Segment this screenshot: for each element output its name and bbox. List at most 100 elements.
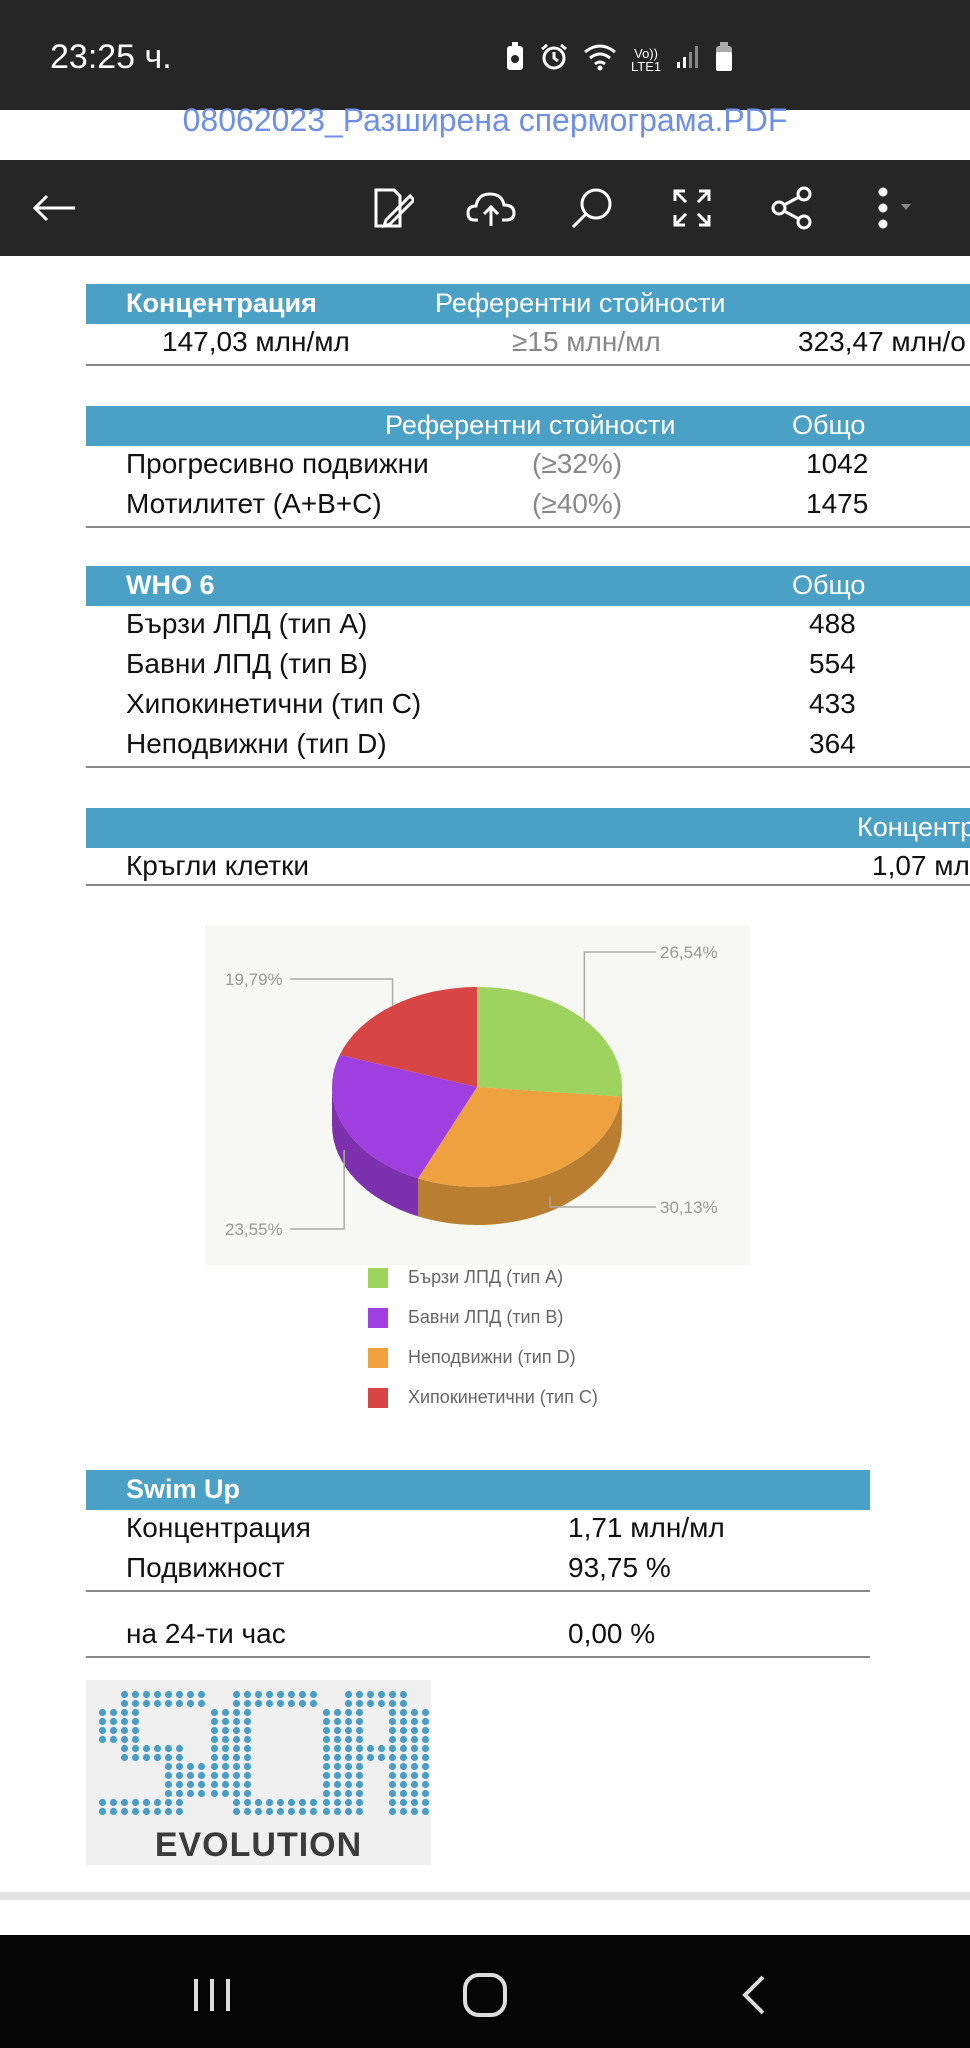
logo-dot	[164, 1780, 173, 1789]
logo-dot	[322, 1771, 331, 1780]
logo-dot	[344, 1744, 353, 1753]
logo-dot	[131, 1744, 140, 1753]
logo-dot	[109, 1717, 118, 1726]
share-icon[interactable]	[762, 178, 822, 238]
pie-chart-svg: 26,54% 30,13% 23,55% 19,79%	[225, 943, 718, 1239]
concentration-total: 323,47 млн/о	[798, 326, 966, 357]
row-value: 93,75 %	[568, 1552, 671, 1583]
row-total: 364	[809, 728, 856, 759]
logo-dot	[410, 1789, 419, 1798]
concentration-row: 147,03 млн/мл ≥15 млн/мл 323,47 млн/о	[86, 324, 970, 364]
home-icon[interactable]	[455, 1965, 515, 2025]
logo-dot	[399, 1735, 408, 1744]
reference-header-label: Референтни стойности	[385, 410, 676, 440]
cloud-upload-icon[interactable]	[461, 178, 521, 238]
logo-dot	[120, 1753, 129, 1762]
logo-dot	[344, 1690, 353, 1699]
sca-dot-letters	[98, 1690, 430, 1816]
logo-dot	[142, 1807, 151, 1816]
logo-dot	[210, 1780, 219, 1789]
logo-dot	[210, 1762, 219, 1771]
pie-data-label: 19,79%	[225, 970, 283, 989]
logo-dot	[254, 1798, 263, 1807]
page-separator	[0, 1892, 970, 1900]
logo-dot	[186, 1690, 195, 1699]
logo-dot	[210, 1726, 219, 1735]
logo-dot	[243, 1717, 252, 1726]
table-row: на 24-ти час 0,00 %	[86, 1616, 870, 1656]
logo-dot	[243, 1690, 252, 1699]
table-row: Бавни ЛПД (тип В) 554	[86, 646, 970, 686]
logo-dot	[276, 1690, 285, 1699]
logo-dot	[333, 1717, 342, 1726]
divider	[86, 526, 970, 528]
motility-header: Референтни стойности Общо	[86, 406, 970, 446]
logo-dot	[410, 1726, 419, 1735]
pie-slice	[331, 1054, 477, 1179]
logo-dot	[366, 1744, 375, 1753]
logo-dot	[142, 1699, 151, 1708]
logo-dot	[120, 1726, 129, 1735]
more-icon[interactable]	[862, 178, 942, 238]
logo-dot	[344, 1789, 353, 1798]
logo-dot	[276, 1798, 285, 1807]
logo-dot	[333, 1753, 342, 1762]
logo-dot	[142, 1798, 151, 1807]
logo-dot	[388, 1753, 397, 1762]
logo-dot	[388, 1807, 397, 1816]
recent-apps-icon[interactable]	[182, 1965, 242, 2025]
logo-dot	[120, 1717, 129, 1726]
legend-swatch	[368, 1388, 388, 1408]
pie-slice	[477, 987, 622, 1097]
logo-dot	[175, 1753, 184, 1762]
logo-dot	[197, 1780, 206, 1789]
logo-dot	[421, 1744, 430, 1753]
logo-dot	[333, 1780, 342, 1789]
logo-dot	[243, 1771, 252, 1780]
divider	[86, 884, 970, 886]
fullscreen-icon[interactable]	[662, 178, 722, 238]
row-label: Бавни ЛПД (тип В)	[126, 648, 368, 679]
logo-dot	[333, 1798, 342, 1807]
back-icon[interactable]	[725, 1965, 785, 2025]
logo-dot	[410, 1735, 419, 1744]
row-reference: (≥32%)	[532, 448, 623, 479]
logo-dot	[232, 1771, 241, 1780]
logo-dot	[164, 1699, 173, 1708]
navigation-bar	[0, 1935, 970, 2048]
logo-dot	[410, 1798, 419, 1807]
row-reference: (≥40%)	[532, 488, 623, 519]
edit-icon[interactable]	[362, 178, 422, 238]
legend-swatch	[368, 1308, 388, 1328]
logo-dot	[421, 1762, 430, 1771]
logo-dot	[333, 1708, 342, 1717]
logo-dot	[186, 1789, 195, 1798]
pie-slice-side	[621, 1087, 622, 1135]
back-arrow-icon[interactable]	[24, 178, 84, 238]
logo-dot	[344, 1726, 353, 1735]
logo-dot	[175, 1780, 184, 1789]
logo-dot	[232, 1753, 241, 1762]
logo-dot	[388, 1717, 397, 1726]
logo-dot	[322, 1762, 331, 1771]
logo-dot	[197, 1789, 206, 1798]
logo-dot	[186, 1699, 195, 1708]
logo-dot	[287, 1690, 296, 1699]
logo-dot	[120, 1744, 129, 1753]
logo-dot	[243, 1762, 252, 1771]
divider	[86, 364, 970, 366]
logo-dot	[399, 1780, 408, 1789]
logo-dot	[421, 1717, 430, 1726]
logo-dot	[322, 1789, 331, 1798]
logo-dot	[377, 1744, 386, 1753]
logo-dot	[254, 1699, 263, 1708]
search-icon[interactable]	[562, 178, 622, 238]
logo-dot	[164, 1762, 173, 1771]
logo-dot	[421, 1789, 430, 1798]
logo-dot	[298, 1690, 307, 1699]
row-label: Кръгли клетки	[126, 850, 309, 881]
logo-dot	[333, 1735, 342, 1744]
legend-label: Бавни ЛПД (тип В)	[408, 1307, 564, 1327]
logo-dot	[221, 1753, 230, 1762]
logo-dot	[410, 1780, 419, 1789]
